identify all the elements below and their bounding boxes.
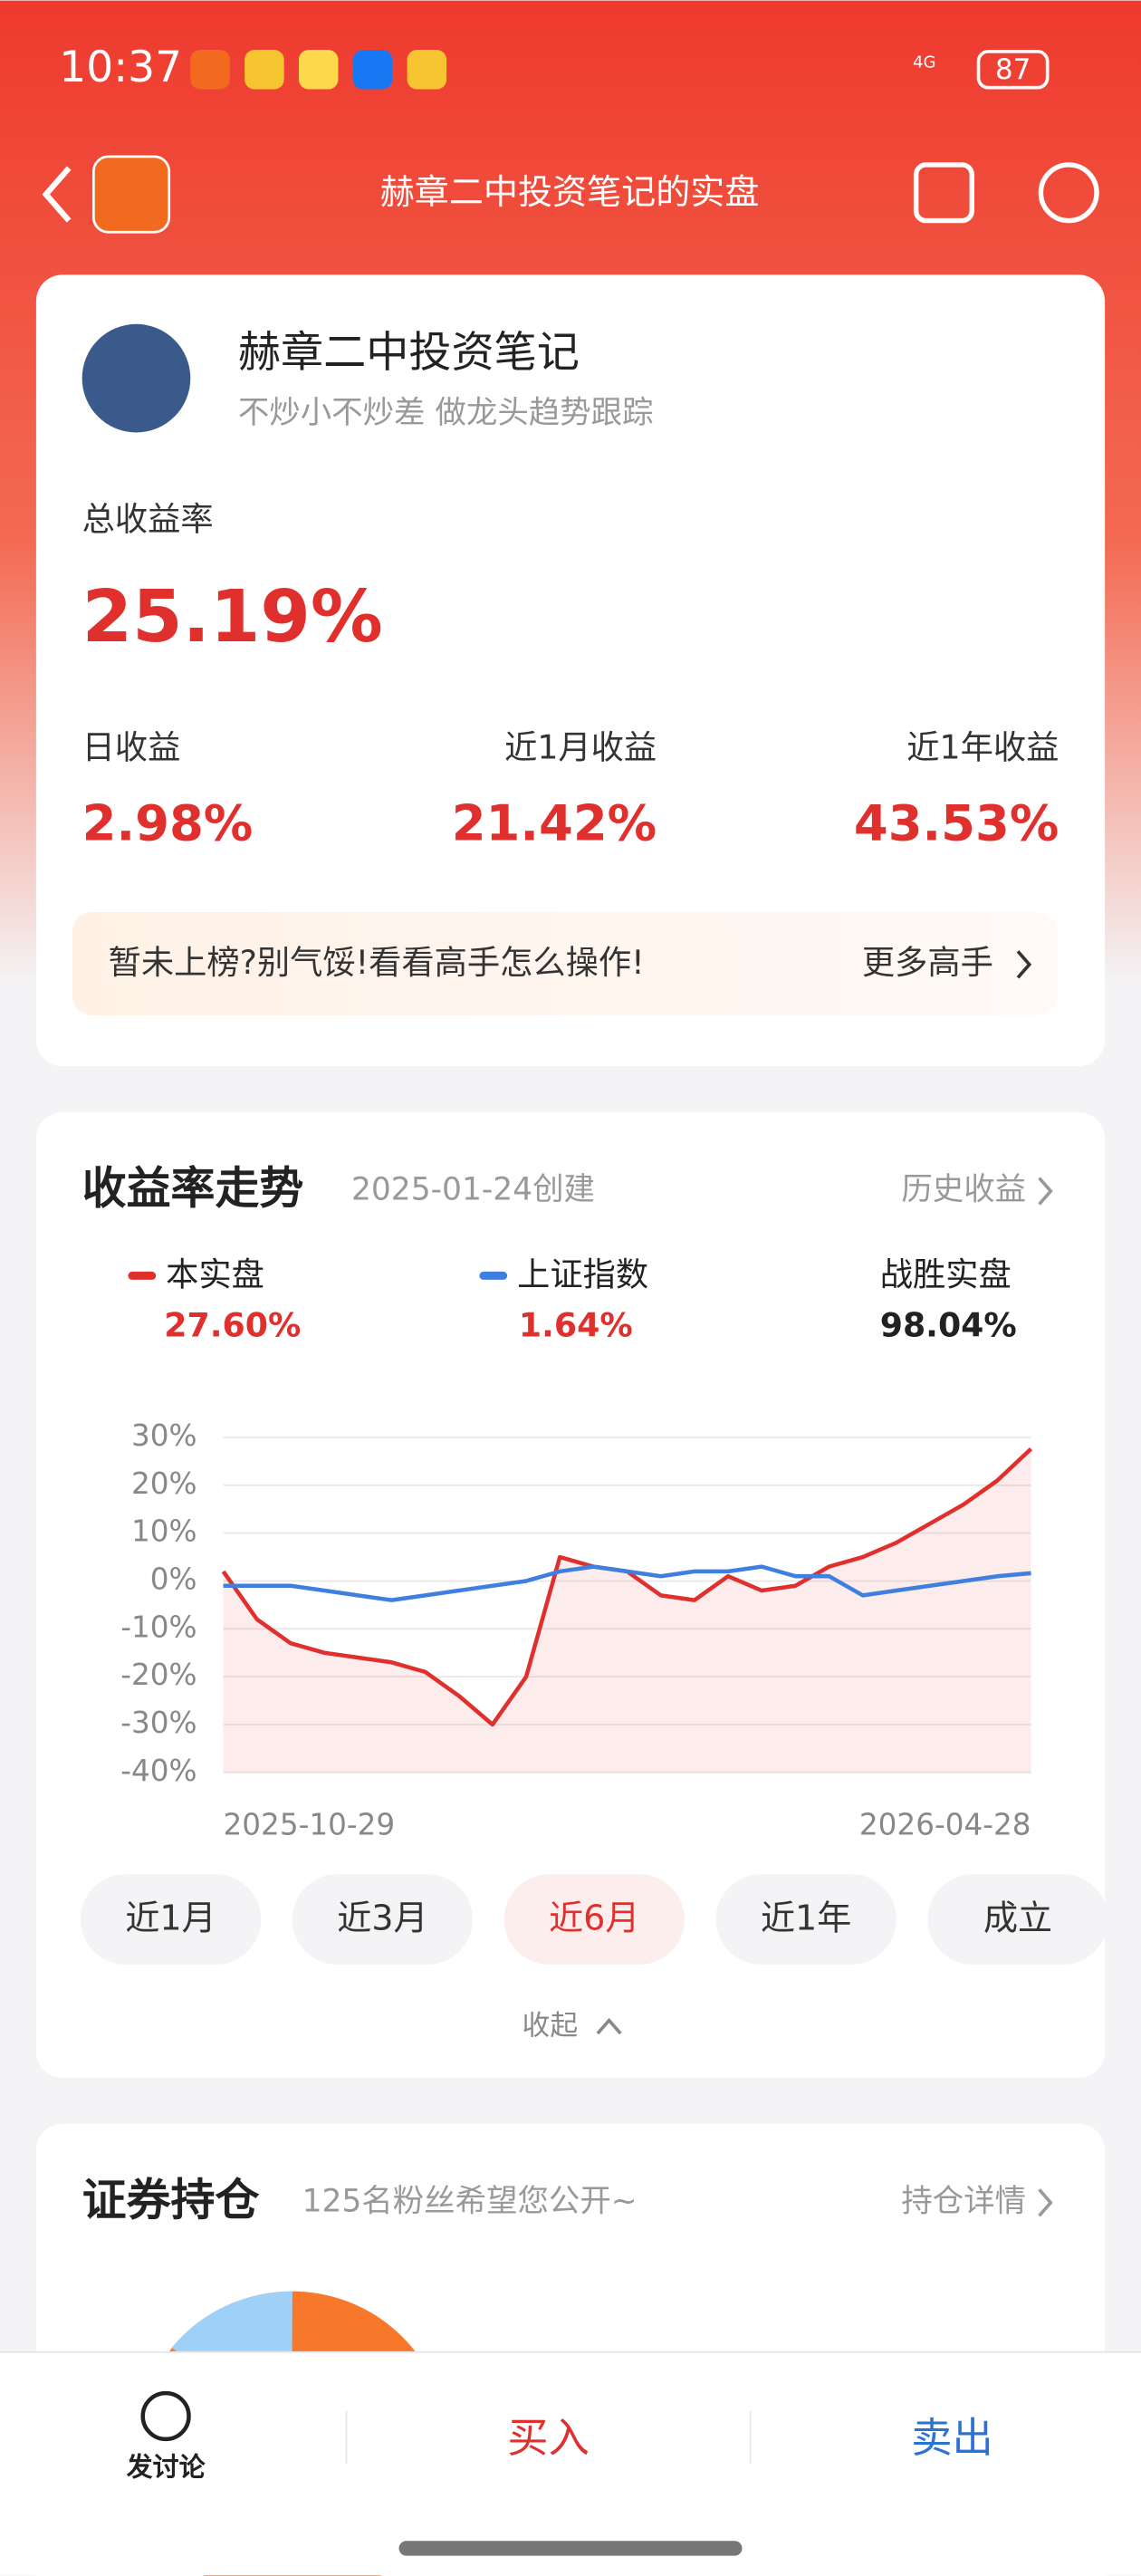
profile-bio: 不炒小不炒差 做龙头趋势跟踪 (238, 395, 654, 431)
trend-card (35, 1112, 1106, 2079)
trend-link[interactable]: 历史收益 (901, 1172, 1026, 1208)
range-label: 近1月 (125, 1898, 216, 1937)
legend-value: 27.60% (164, 1306, 301, 1345)
avatar[interactable] (82, 323, 191, 433)
clock: 10:37 (59, 43, 182, 92)
win-label: 战胜实盘 (880, 1254, 1012, 1293)
range-tab[interactable] (292, 1874, 474, 1965)
y-tick-label: 10% (131, 1514, 197, 1549)
legend-value: 1.64% (519, 1306, 633, 1345)
range-tab[interactable] (80, 1874, 262, 1965)
app-logo (91, 155, 171, 234)
stat-label: 近1年收益 (906, 727, 1059, 766)
chevron (596, 2017, 622, 2035)
chevron (1038, 1177, 1053, 1206)
banner-text: 暂未上榜?别气馁!看看高手怎么操作! (109, 943, 645, 982)
x-tick-label: 2026-04-28 (859, 1808, 1031, 1842)
trend-created: 2025-01-24创建 (351, 1172, 595, 1208)
range-label: 近1年 (761, 1898, 851, 1937)
battery: 87 (995, 53, 1031, 86)
app-icons (190, 50, 447, 90)
holdings-link[interactable]: 持仓详情 (901, 2183, 1026, 2219)
sell[interactable]: 卖出 (911, 2414, 993, 2462)
battery-frame (976, 50, 1050, 90)
plot: 30% 20% 10% 0% -10% -20% -30% -40% 2025-10-29 202… (120, 1418, 1033, 1842)
legend-swatch (128, 1271, 157, 1280)
trend-title: 收益率走势 (82, 1163, 304, 1215)
legend-label: 本实盘 (166, 1254, 264, 1293)
bottom-bar (0, 2351, 1141, 2576)
chevron (1038, 2188, 1053, 2217)
banner-link[interactable]: 更多高手 (862, 943, 993, 982)
stat-label: 近1月收益 (504, 727, 657, 766)
y-tick-label: 0% (150, 1562, 197, 1596)
home-indicator (398, 2541, 743, 2556)
x-tick-label: 2025-10-29 (224, 1808, 396, 1842)
win-value: 98.04% (880, 1306, 1017, 1345)
collapse[interactable]: 收起 (523, 2009, 579, 2042)
profile-card (35, 274, 1106, 1067)
page-title: 赫章二中投资笔记的实盘 (380, 172, 760, 212)
line (223, 1564, 1031, 1602)
back[interactable] (42, 166, 72, 223)
holdings-title: 证券持仓 (82, 2174, 260, 2225)
range-tabs: 近1月 近3月 近6月 近1年 成立 (80, 1874, 1108, 1965)
legend-swatch (479, 1271, 508, 1280)
discuss-icon[interactable] (140, 2390, 191, 2442)
settings[interactable] (1038, 162, 1099, 224)
y-tick-label: -40% (120, 1754, 197, 1788)
buy[interactable]: 买入 (507, 2414, 590, 2462)
y-tick-label: 30% (131, 1418, 197, 1453)
total-value: 25.19% (82, 574, 383, 658)
stat-label: 日收益 (82, 727, 181, 766)
range-tab[interactable] (715, 1874, 896, 1965)
range-label: 近6月 (549, 1898, 639, 1937)
range-label: 成立 (983, 1898, 1052, 1937)
banner[interactable] (72, 911, 1058, 1016)
legend: 本实盘 27.60% 上证指数 1.64% (128, 1254, 648, 1345)
range-tab[interactable] (927, 1874, 1108, 1965)
stat-value: 2.98% (82, 795, 254, 852)
legend-label: 上证指数 (517, 1254, 648, 1293)
y-tick-label: -30% (120, 1706, 197, 1740)
share[interactable] (913, 162, 974, 224)
range-tab[interactable] (503, 1874, 685, 1965)
profile-name: 赫章二中投资笔记 (238, 328, 580, 378)
total-label: 总收益率 (82, 499, 214, 538)
discuss[interactable]: 发讨论 (126, 2452, 206, 2483)
stat-value: 43.53% (854, 795, 1059, 852)
area (223, 1448, 1031, 1773)
holdings-subtitle: 125名粉丝希望您公开~ (302, 2183, 638, 2219)
range-label: 近3月 (337, 1898, 427, 1937)
y-tick-label: 20% (131, 1466, 197, 1501)
y-tick-label: -20% (120, 1658, 197, 1692)
chevron (1016, 950, 1032, 979)
network: 4G (913, 53, 936, 72)
y-tick-label: -10% (120, 1610, 197, 1644)
stat-value: 21.42% (452, 795, 657, 852)
